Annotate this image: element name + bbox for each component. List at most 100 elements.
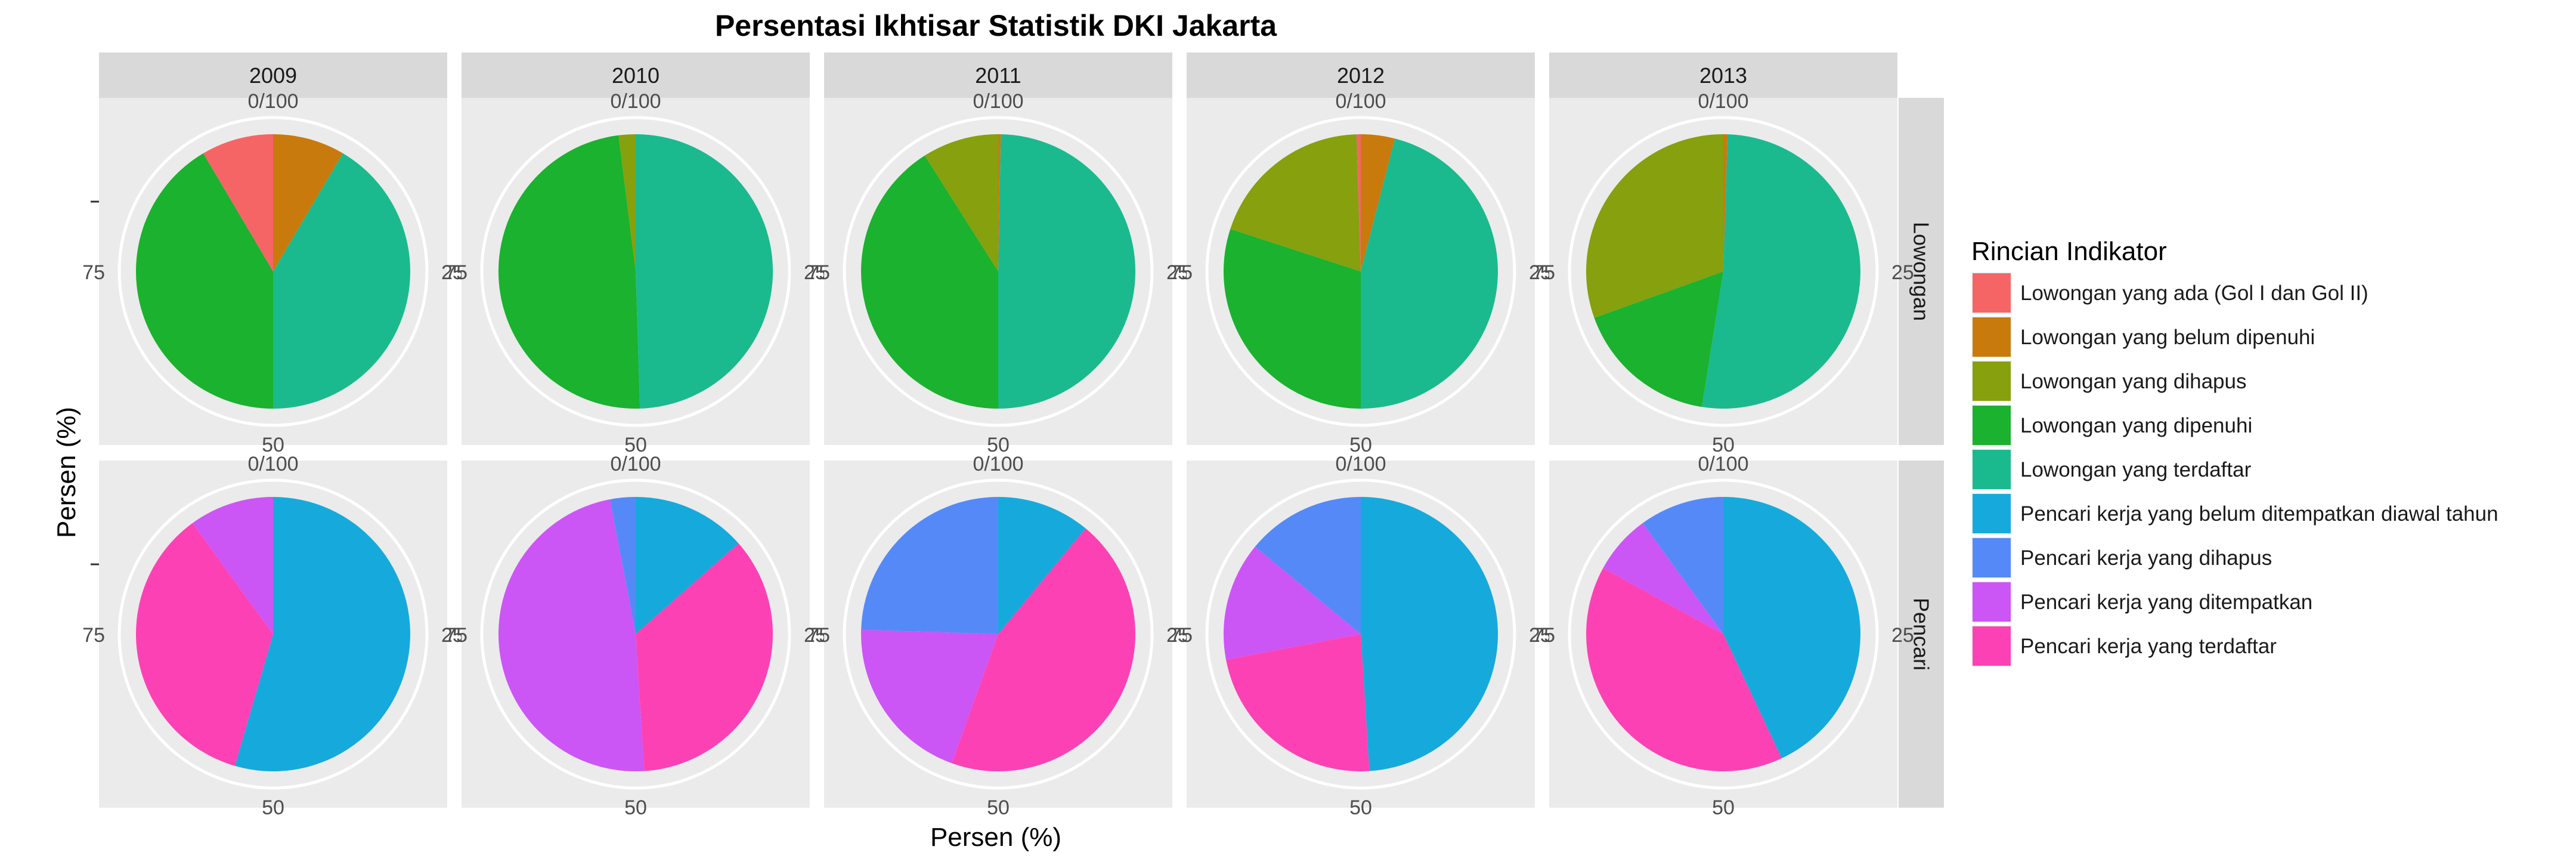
angle-tick-label: 75 (1532, 624, 1555, 647)
facet-label-lowongan: Lowongan (1909, 222, 1934, 321)
pie-slice-pencari-kerja-yang-dihapus (1642, 497, 1723, 634)
pie-slice-lowongan-yang-terdaftar (273, 153, 410, 409)
panel-grid-circle (1205, 478, 1516, 790)
legend-item-pencari-kerja-yang-ditempatkan: Pencari kerja yang ditempatkan (1971, 581, 2312, 623)
angle-tick-label: 0/100 (973, 453, 1023, 475)
pie-slice-pencari-kerja-yang-belum-ditempatkan-diawal-tahun (636, 497, 739, 634)
angle-tick-label: 25 (1529, 624, 1552, 647)
angle-tick-label: 50 (624, 796, 647, 819)
pie-slice-lowongan-yang-belum-dipenuhi (1723, 134, 1728, 271)
legend-item-lowongan-yang-ada-gol-i-dan-gol-ii: Lowongan yang ada (Gol I dan Gol II) (1971, 272, 2368, 314)
angle-tick-label: 75 (1532, 261, 1555, 284)
facet-strip-lowongan (1899, 98, 1944, 445)
pie-slice-lowongan-yang-ada-gol-i-dan-gol-ii (1356, 134, 1361, 271)
legend-label: Pencari kerja yang ditempatkan (2020, 591, 2312, 614)
panel-grid-circle (843, 116, 1154, 427)
legend-item-pencari-kerja-yang-dihapus: Pencari kerja yang dihapus (1971, 537, 2272, 579)
facet-label-2012: 2012 (1337, 63, 1385, 88)
facet-strip-pencari (1899, 461, 1944, 808)
legend-item-lowongan-yang-dipenuhi: Lowongan yang dipenuhi (1971, 404, 2252, 446)
angle-tick-label: 75 (445, 261, 467, 284)
panel-grid-circle (480, 478, 791, 790)
angle-tick-label: 50 (1349, 434, 1372, 456)
facet-strip-2010 (462, 52, 810, 98)
pie-slice-lowongan-yang-dipenuhi (1224, 228, 1361, 409)
pie-slice-pencari-kerja-yang-belum-ditempatkan-diawal-tahun (1723, 497, 1860, 759)
pie-slice-lowongan-yang-terdaftar (636, 134, 773, 409)
x-axis-title: Persen (%) (930, 823, 1061, 852)
angle-tick-label: 0/100 (1698, 90, 1748, 113)
angle-tick-label: 75 (445, 624, 467, 647)
legend-title: Rincian Indikator (1971, 237, 2167, 266)
legend-label: Pencari kerja yang terdaftar (2020, 635, 2277, 658)
panel-2009-lowongan: 0/100 25 50 75 (82, 90, 464, 456)
angle-tick-label: 25 (1166, 624, 1189, 647)
legend-swatch (1973, 538, 2011, 577)
pie-slice-lowongan-yang-dihapus (924, 134, 998, 271)
angle-tick-label: 25 (441, 261, 464, 284)
panel-2011-pencari: 0/100 25 50 75 (807, 453, 1189, 819)
pie-slice-pencari-kerja-yang-belum-ditempatkan-diawal-tahun (1361, 497, 1498, 771)
panel-grid-circle (117, 478, 429, 790)
angle-tick-label: 0/100 (247, 90, 298, 113)
angle-tick-label: 50 (987, 796, 1010, 819)
panel-2011-lowongan: 0/100 25 50 75 (807, 90, 1189, 456)
panel-grid-circle (1568, 116, 1879, 427)
legend: Rincian Indikator Lowongan yang ada (Gol… (1971, 237, 2498, 667)
pie-slice-pencari-kerja-yang-ditempatkan (860, 629, 998, 764)
angle-tick-label: 25 (1529, 261, 1552, 284)
pie-slice-pencari-kerja-yang-ditempatkan (498, 499, 645, 772)
angle-tick-label: 25 (1166, 261, 1189, 284)
pie-slice-lowongan-yang-belum-dipenuhi (1361, 134, 1395, 271)
legend-item-lowongan-yang-dihapus: Lowongan yang dihapus (1971, 360, 2246, 402)
legend-label: Lowongan yang belum dipenuhi (2020, 326, 2315, 349)
pie-slice-lowongan-yang-dihapus (1230, 134, 1361, 271)
chart-title: Persentasi Ikhtisar Statistik DKI Jakart… (715, 9, 1277, 42)
legend-swatch (1973, 406, 2011, 445)
pie-slice-pencari-kerja-yang-belum-ditempatkan-diawal-tahun (234, 497, 410, 771)
pie-slice-pencari-kerja-yang-terdaftar (636, 543, 773, 771)
facet-label-2009: 2009 (249, 63, 297, 88)
angle-tick-label: 25 (804, 624, 826, 647)
legend-swatch (1973, 582, 2011, 622)
pie-slice-pencari-kerja-yang-terdaftar (136, 523, 273, 766)
facet-strip-2013 (1549, 52, 1897, 98)
angle-tick-label: 75 (82, 624, 105, 647)
pie-slice-lowongan-yang-dipenuhi (1594, 271, 1723, 407)
pie-slice-lowongan-yang-ada-gol-i-dan-gol-ii (203, 134, 273, 271)
pie-slice-pencari-kerja-yang-ditempatkan (192, 497, 273, 634)
legend-swatch (1973, 494, 2011, 533)
facet-strip-2012 (1187, 52, 1535, 98)
facet-strip-2011 (824, 52, 1172, 98)
angle-tick-label: 75 (807, 624, 830, 647)
panel-grid-circle (1205, 116, 1516, 427)
pie-slice-lowongan-yang-terdaftar (998, 134, 1136, 409)
angle-tick-label: 0/100 (610, 453, 661, 475)
panel-2013-pencari: 0/100 25 50 75 (1532, 453, 1914, 819)
legend-swatch (1973, 362, 2011, 401)
angle-tick-label: 0/100 (1698, 453, 1748, 475)
panel-2012-pencari: 0/100 25 50 75 (1170, 453, 1552, 819)
angle-tick-label: 75 (1170, 624, 1193, 647)
pie-slice-pencari-kerja-yang-dihapus (609, 497, 636, 634)
pie-slice-pencari-kerja-yang-terdaftar (1586, 568, 1782, 771)
pie-slice-lowongan-yang-belum-dipenuhi (273, 134, 343, 271)
pie-slice-lowongan-yang-dipenuhi (860, 155, 998, 409)
angle-tick-label: 75 (807, 261, 830, 284)
facet-label-2013: 2013 (1699, 63, 1747, 88)
angle-tick-label: 0/100 (247, 453, 298, 475)
pie-slice-lowongan-yang-terdaftar (1702, 134, 1860, 409)
angle-tick-label: 0/100 (1335, 90, 1386, 113)
facet-label-pencari: Pencari (1909, 598, 1934, 671)
pie-slice-pencari-kerja-yang-ditempatkan (1223, 546, 1361, 660)
pie-slice-pencari-kerja-yang-dihapus (861, 497, 998, 634)
angle-tick-label: 25 (1891, 624, 1914, 647)
legend-label: Lowongan yang ada (Gol I dan Gol II) (2020, 282, 2368, 305)
pie-slice-pencari-kerja-yang-dihapus (1255, 497, 1361, 634)
angle-tick-label: 25 (804, 261, 826, 284)
pie-slice-lowongan-yang-dihapus (1586, 134, 1723, 318)
facet-strip-2009 (99, 52, 447, 98)
pie-slice-pencari-kerja-yang-terdaftar (1226, 634, 1370, 772)
legend-swatch (1973, 450, 2011, 489)
